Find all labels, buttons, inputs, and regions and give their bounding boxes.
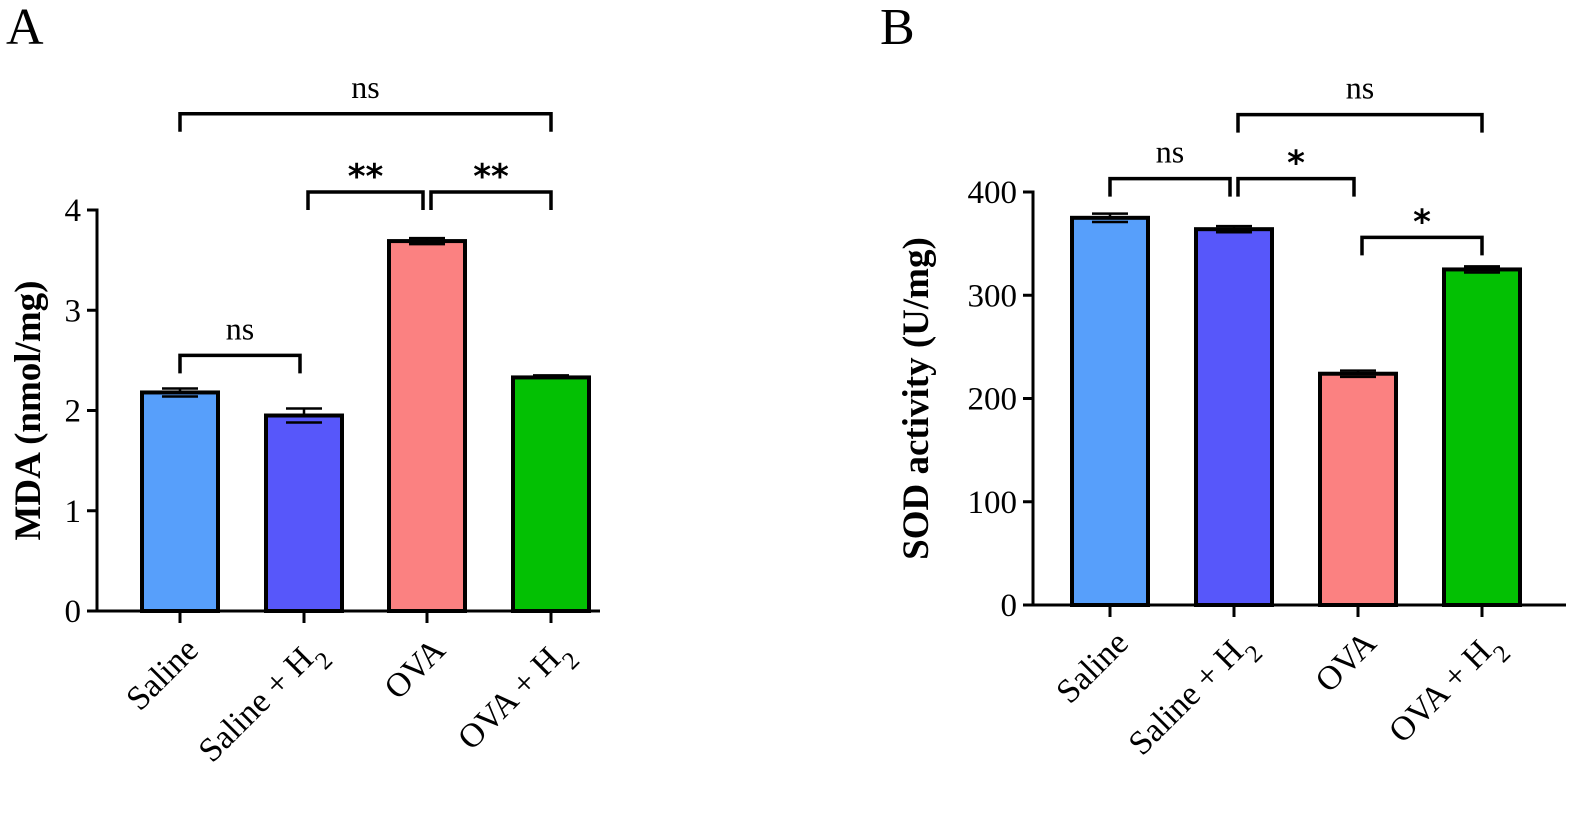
panel-a-significance-bracket bbox=[178, 353, 302, 374]
panel-a-error-bar bbox=[409, 236, 445, 242]
panel-a-y-axis-title: MDA (nmol/mg) bbox=[8, 281, 49, 541]
panel-b: B 0 100 200 300 400 SOD activity (U/mg) Saline… bbox=[880, 0, 1566, 770]
panel-b-significance-bracket bbox=[1236, 112, 1484, 133]
panel-a-significance-label: ns bbox=[226, 310, 254, 346]
panel-b-y-tick-label: 0 bbox=[1001, 588, 1018, 624]
panel-b-error-bar bbox=[1216, 224, 1252, 230]
panel-a-significance-label: ** bbox=[473, 157, 509, 197]
panel-b-y-tick-label: 300 bbox=[968, 278, 1018, 314]
panel-b-category-label: OVA + H2 bbox=[1382, 624, 1516, 758]
panel-a-significance-bracket bbox=[306, 190, 425, 210]
panel-b-significance-label: ns bbox=[1346, 70, 1374, 106]
panel-b-y-tick-label: 100 bbox=[968, 485, 1018, 521]
panel-b-category-label: OVA bbox=[1309, 624, 1384, 699]
panel-a-category-label: Saline bbox=[119, 631, 205, 717]
panel-b-error-bar bbox=[1464, 265, 1500, 270]
panel-a-bar bbox=[264, 413, 344, 614]
panel-b-significance-label: ns bbox=[1156, 134, 1184, 170]
panel-a-y-tick-label: 2 bbox=[65, 394, 82, 430]
panel-b-category-label: Saline bbox=[1049, 624, 1135, 710]
panel-b-error-bar bbox=[1340, 369, 1376, 374]
panel-a-bar bbox=[140, 390, 220, 613]
panel-a-significance-label: ns bbox=[351, 69, 379, 105]
panel-a-y-tick-label: 3 bbox=[65, 293, 82, 329]
panel-b-significance-label: * bbox=[1287, 144, 1305, 184]
panel-a-y-tick-label: 4 bbox=[65, 193, 82, 229]
panel-a-bar bbox=[387, 239, 467, 613]
panel-b-bar bbox=[1194, 227, 1274, 607]
panel-a-y-tick-label: 1 bbox=[65, 494, 82, 530]
panel-a-label: A bbox=[6, 0, 44, 56]
panel-b-label: B bbox=[880, 0, 915, 56]
panel-b-y-axis-title: SOD activity (U/mg) bbox=[896, 237, 937, 560]
panel-b-significance-bracket bbox=[1108, 176, 1232, 197]
panel-b-bar bbox=[1070, 215, 1150, 607]
panel-a-significance-bracket bbox=[429, 190, 553, 210]
panel-a-category-label: OVA bbox=[378, 631, 453, 706]
panel-b-y-tick-label: 200 bbox=[968, 382, 1018, 418]
panel-b-bar bbox=[1318, 371, 1398, 607]
panel-a-category-label: OVA + H2 bbox=[451, 631, 585, 765]
panel-b-category-label: Saline + H2 bbox=[1122, 624, 1268, 770]
panel-b-significance-bracket bbox=[1236, 176, 1356, 197]
panel-a-error-bar bbox=[162, 387, 198, 393]
panel-b-significance-bracket bbox=[1360, 235, 1484, 256]
panel-a-significance-bracket bbox=[178, 112, 553, 132]
panel-b-y-tick-label: 400 bbox=[968, 175, 1018, 211]
panel-a-y-tick-label: 0 bbox=[65, 594, 82, 630]
panel-b-bar bbox=[1442, 267, 1522, 607]
panel-b-error-bar bbox=[1092, 212, 1128, 218]
panel-b-significance-label: * bbox=[1413, 202, 1431, 242]
panel-a-bar bbox=[511, 375, 591, 614]
panel-a-error-bar bbox=[286, 407, 322, 416]
panel-a-category-label: Saline + H2 bbox=[192, 631, 338, 777]
panel-a-significance-label: ** bbox=[348, 157, 384, 197]
panel-a-error-bar bbox=[533, 374, 569, 378]
